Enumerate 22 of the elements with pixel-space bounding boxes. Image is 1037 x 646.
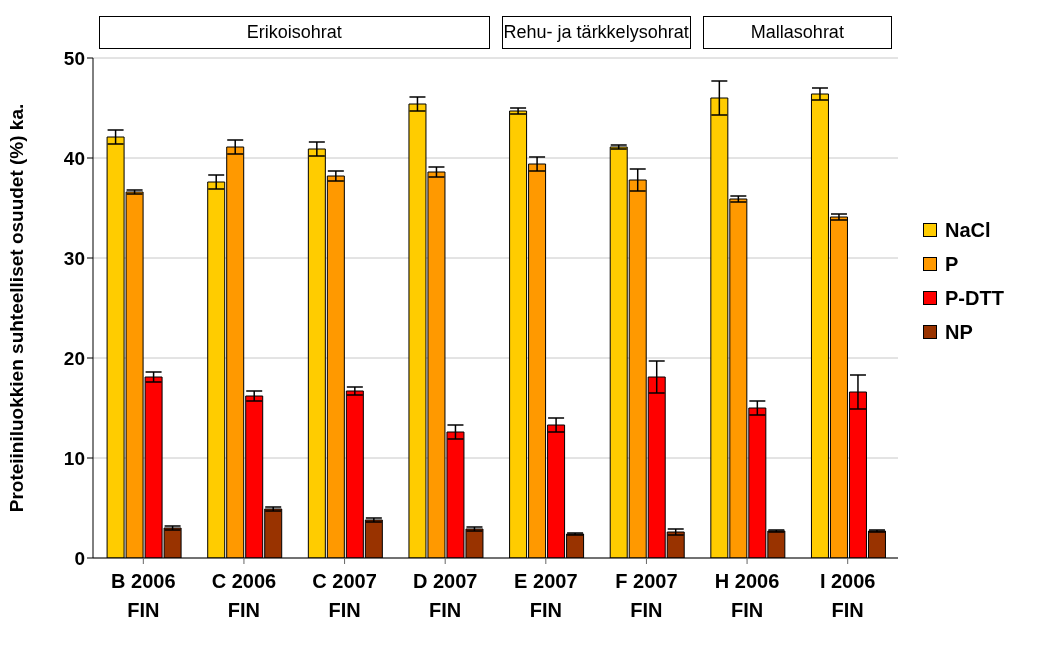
x-tick-label: D 2007 FIN (412, 570, 478, 621)
y-tick-label: 20 (63, 347, 85, 369)
legend-label: NaCl (945, 218, 991, 242)
legend-label: P (945, 252, 959, 276)
x-tick-label: F 2007 FIN (615, 570, 678, 621)
text: Rehu- ja tärkkelysohrat (501, 16, 691, 49)
y-tick-label: 30 (63, 247, 85, 269)
y-axis-title: Proteiiniluokkien suhteelliset osuudet (%) ka. (5, 103, 27, 513)
x-tick-label: C 2007 FIN (312, 570, 377, 621)
y-tick-label: 50 (63, 47, 85, 69)
y-tick-label: 40 (63, 147, 85, 169)
text: Erikoisohrat (99, 16, 490, 49)
y-tick-label: 10 (63, 447, 85, 469)
x-tick-label: I 2006 FIN (819, 570, 876, 621)
x-tick-label: E 2007 FIN (514, 570, 578, 621)
x-tick-label: C 2006 FIN (211, 570, 277, 621)
legend-label: P-DTT (945, 286, 1004, 310)
legend-label: NP (945, 320, 973, 344)
y-tick-label: 0 (74, 547, 85, 569)
text: Mallasohrat (702, 16, 892, 49)
x-tick-label: H 2006 FIN (714, 570, 780, 621)
x-tick-label: B 2006 FIN (111, 570, 176, 621)
